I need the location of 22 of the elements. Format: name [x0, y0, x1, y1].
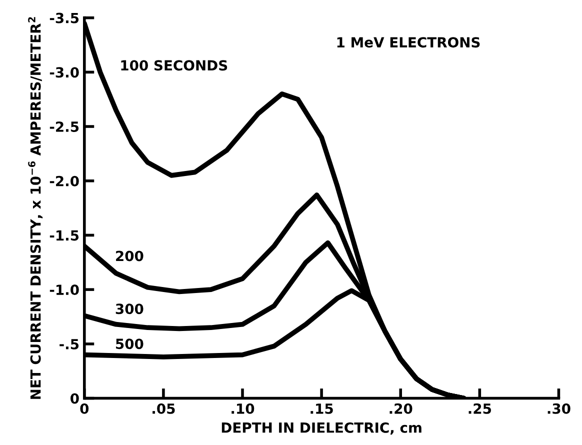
x-tick-label: .25: [468, 403, 491, 414]
y-axis-title: NET CURRENT DENSITY, x 10$^{−6}$ AMPERES/METER$^{2}$: [28, 17, 43, 399]
series-label: 500: [116, 338, 144, 350]
series-label: 300: [116, 304, 144, 314]
x-tick-label: .15: [310, 404, 333, 414]
y-tick-label: 0: [70, 393, 79, 404]
series-label: 100 SECONDS: [121, 60, 228, 71]
y-tick-label: -2.5: [50, 121, 79, 132]
series-label: 200: [116, 250, 144, 262]
y-tick-label: -3.0: [50, 67, 79, 78]
y-tick-label: -2.0: [50, 176, 79, 186]
y-tick-label: -.5: [60, 339, 79, 350]
y-tick-label: -3.5: [50, 12, 79, 24]
x-tick-label: .30: [548, 403, 570, 414]
x-axis-title: DEPTH IN DIELECTRIC, cm: [222, 422, 422, 435]
x-tick-label: .05: [152, 403, 175, 414]
x-tick-label: 0: [80, 403, 89, 414]
y-tick-label: -1.5: [50, 230, 79, 241]
x-tick-label: .10: [232, 403, 254, 414]
y-tick-label: -1.0: [50, 284, 79, 296]
annotation: 1 MeV ELECTRONS: [337, 37, 480, 48]
x-tick-label: .20: [390, 403, 412, 414]
